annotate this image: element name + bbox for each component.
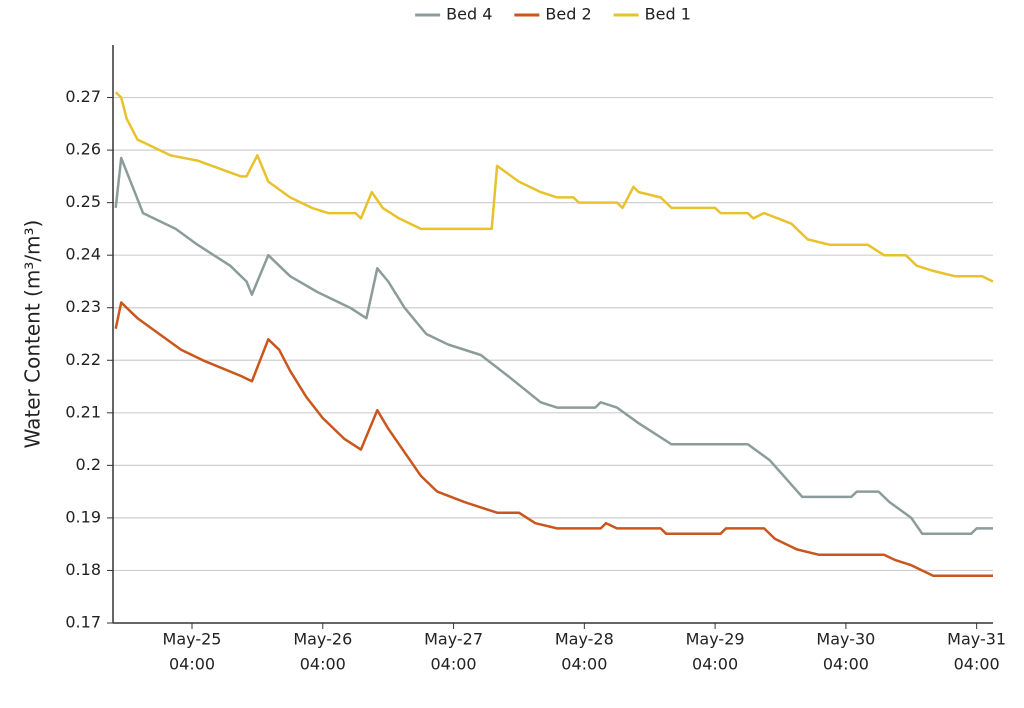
x-tick-label: May-29 [686, 630, 745, 649]
x-tick-label: 04:00 [169, 655, 215, 674]
y-tick-label: 0.2 [76, 455, 101, 474]
legend-label: Bed 1 [645, 5, 691, 24]
y-tick-label: 0.19 [65, 507, 101, 526]
y-tick-label: 0.24 [65, 245, 101, 264]
legend: Bed 4 Bed 2 Bed 1 [415, 5, 691, 24]
x-tick-label: May-27 [424, 630, 483, 649]
series-line [114, 91, 994, 283]
x-tick-label: 04:00 [823, 655, 869, 674]
x-tick-label: 04:00 [431, 655, 477, 674]
y-tick-label: 0.27 [65, 87, 101, 106]
x-tick-label: May-30 [816, 630, 875, 649]
x-tick-label: May-25 [163, 630, 222, 649]
y-tick-label: 0.25 [65, 192, 101, 211]
y-tick-label: 0.21 [65, 402, 101, 421]
y-tick-label: 0.17 [65, 613, 101, 632]
x-tick-label: 04:00 [692, 655, 738, 674]
series-line [114, 156, 993, 535]
x-tick-label: May-31 [947, 630, 1006, 649]
y-tick-label: 0.18 [65, 560, 101, 579]
series-line [114, 301, 993, 577]
x-tick-label: May-28 [555, 630, 614, 649]
legend-label: Bed 4 [446, 5, 492, 24]
y-tick-label: 0.23 [65, 297, 101, 316]
x-tick-label: 04:00 [300, 655, 346, 674]
x-tick-label: May-26 [293, 630, 352, 649]
y-tick-label: 0.26 [65, 140, 101, 159]
legend-label: Bed 2 [545, 5, 591, 24]
x-tick-label: 04:00 [954, 655, 1000, 674]
y-tick-label: 0.22 [65, 350, 101, 369]
x-tick-label: 04:00 [561, 655, 607, 674]
y-axis-title: Water Content (m³/m³) [21, 220, 45, 449]
